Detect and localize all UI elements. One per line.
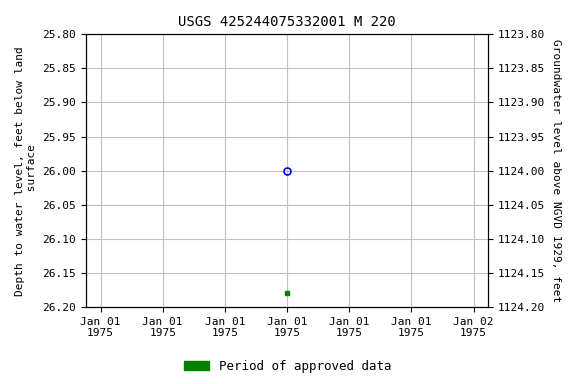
- Title: USGS 425244075332001 M 220: USGS 425244075332001 M 220: [178, 15, 396, 29]
- Legend: Period of approved data: Period of approved data: [179, 355, 397, 378]
- Y-axis label: Groundwater level above NGVD 1929, feet: Groundwater level above NGVD 1929, feet: [551, 39, 561, 302]
- Y-axis label: Depth to water level, feet below land
 surface: Depth to water level, feet below land su…: [15, 46, 37, 296]
